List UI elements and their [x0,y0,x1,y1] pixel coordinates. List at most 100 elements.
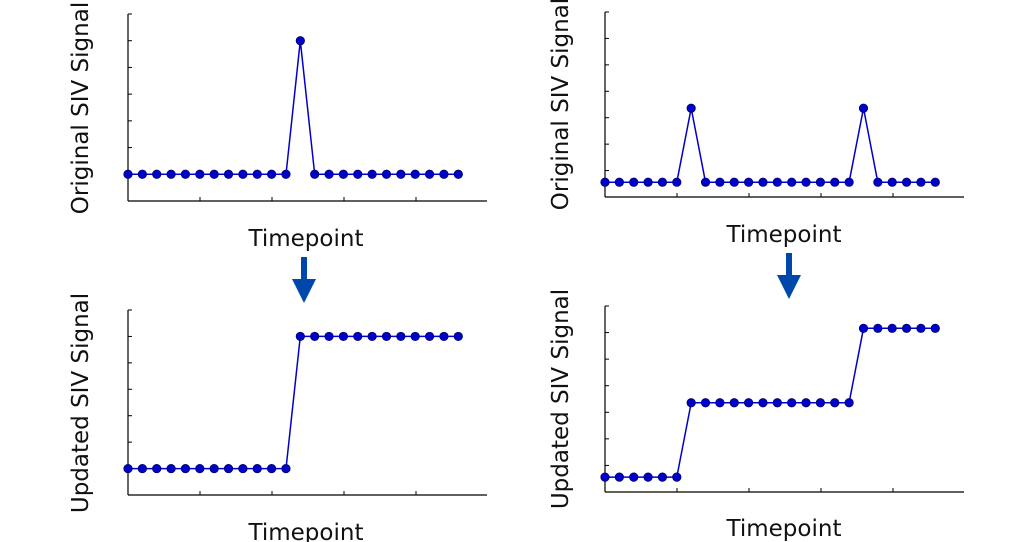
x-axis-label: Timepoint [248,520,364,542]
data-point [453,331,463,342]
data-point [657,472,668,482]
data-point [324,169,334,179]
data-point [137,463,147,474]
data-point [410,331,420,342]
data-point [844,398,854,408]
data-point [700,398,711,408]
x-axis-label: Timepoint [726,516,842,542]
data-point [643,472,653,482]
data-point [439,169,449,179]
data-point [238,169,248,179]
data-point [844,177,854,187]
data-point [686,398,696,408]
data-point [123,169,133,179]
data-point [743,398,754,408]
data-point [410,169,420,179]
data-point [152,169,162,179]
data-point [930,177,940,187]
data-point [338,331,348,342]
data-point [381,169,392,179]
data-point [858,103,869,113]
data-point [772,177,782,187]
data-point [209,169,219,179]
data-point [281,463,291,474]
data-point [629,472,639,482]
data-point [195,463,205,474]
x-axis-label: Timepoint [726,222,842,248]
data-point [801,398,811,408]
data-point [887,177,897,187]
data-point [281,169,291,179]
data-point [657,177,668,187]
data-point [700,177,711,187]
data-point [295,36,305,46]
data-point [600,472,610,482]
data-point [353,331,363,342]
data-point [614,177,624,187]
data-point [338,169,348,179]
data-point [772,398,782,408]
data-point [815,177,826,187]
data-point [324,331,334,342]
data-point [729,398,739,408]
data-point [715,398,725,408]
data-point [743,177,754,187]
data-point [396,331,406,342]
data-point [310,169,320,179]
data-point [901,323,912,333]
data-point [729,177,739,187]
data-point [686,103,696,113]
data-point [887,323,897,333]
data-point [396,169,406,179]
data-point [629,177,639,187]
series-line [128,335,459,470]
data-point [252,463,262,474]
data-point [152,463,162,474]
data-point [916,323,926,333]
data-point [252,169,262,179]
y-axis-label: Updated SIV Signal [548,289,574,509]
data-point [238,463,248,474]
data-point [166,169,176,179]
down-arrow-icon [292,257,316,303]
data-point [873,177,883,187]
data-point [353,169,363,179]
data-point [166,463,176,474]
data-point [295,331,305,342]
y-axis-label: Original SIV Signal [548,0,574,210]
data-point [801,177,811,187]
data-point [901,177,912,187]
data-point [424,169,435,179]
series-line [605,108,936,183]
data-point [310,331,320,342]
data-point [787,398,797,408]
y-axis-label: Updated SIV Signal [68,293,94,513]
x-axis-label: Timepoint [248,226,364,252]
data-point [209,463,219,474]
data-point [758,177,768,187]
data-point [830,398,840,408]
data-point [858,323,869,333]
data-point [439,331,449,342]
data-point [614,472,624,482]
data-point [180,463,191,474]
data-point [873,323,883,333]
data-point [715,177,725,187]
down-arrow-icon [777,253,801,299]
data-point [453,169,463,179]
data-point [672,177,682,187]
data-point [123,463,133,474]
data-point [195,169,205,179]
data-point [266,169,277,179]
data-point [672,472,682,482]
data-point [815,398,826,408]
data-point [787,177,797,187]
data-point [223,169,234,179]
data-point [758,398,768,408]
data-point [930,323,940,333]
data-point [367,331,377,342]
data-point [381,331,392,342]
data-point [600,177,610,187]
series-line [605,327,936,478]
